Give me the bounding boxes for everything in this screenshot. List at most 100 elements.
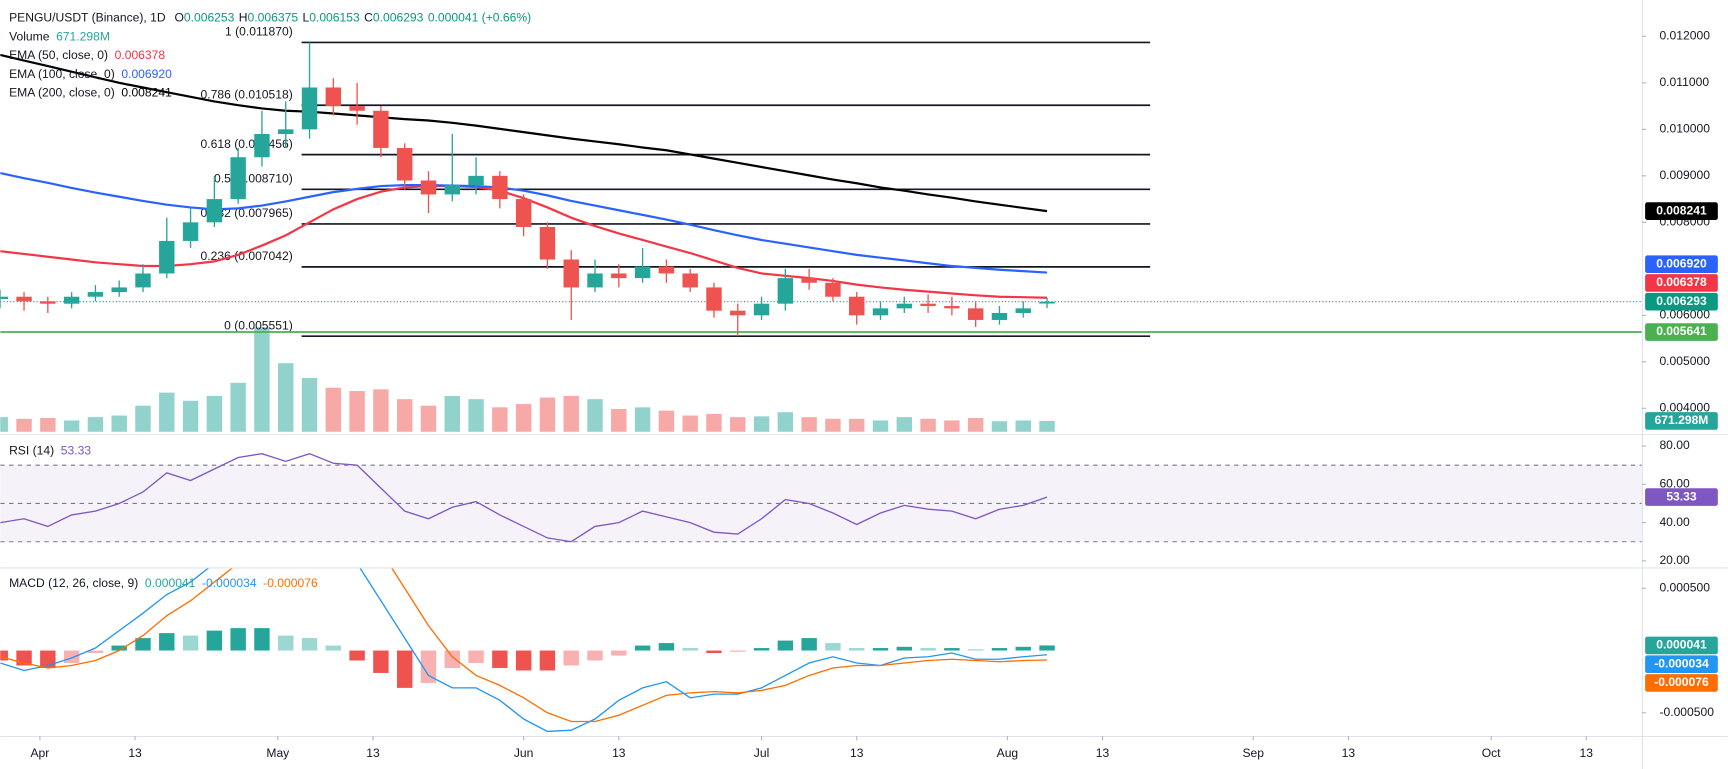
macd-histogram-bar bbox=[896, 646, 913, 651]
macd-histogram-bar bbox=[278, 635, 294, 651]
y-tick-label: 0.006000 bbox=[1659, 308, 1710, 322]
volume-bar bbox=[111, 415, 127, 432]
x-tick-label: 13 bbox=[366, 746, 380, 760]
candle-body bbox=[825, 282, 841, 297]
macd-histogram-bar bbox=[420, 650, 437, 683]
candle-body bbox=[706, 287, 722, 311]
fib-label: 1 (0.011870) bbox=[225, 25, 293, 39]
legend-entry: EMA (200, close, 0) 0.008241 bbox=[9, 86, 172, 100]
candle-body bbox=[563, 259, 579, 288]
legend-entry: EMA (50, close, 0) 0.006378 bbox=[9, 48, 165, 62]
volume-bar bbox=[444, 395, 460, 432]
candle-body bbox=[777, 278, 794, 304]
legend-value: -0.000076 bbox=[263, 576, 318, 590]
macd-histogram-bar bbox=[63, 650, 80, 663]
volume-bar bbox=[182, 400, 199, 432]
candle-body bbox=[40, 301, 56, 304]
macd-histogram-bar bbox=[492, 650, 508, 668]
macd-histogram-bar bbox=[468, 650, 484, 663]
volume-bar bbox=[991, 421, 1008, 432]
volume-bar bbox=[920, 418, 936, 432]
y-tick-label: 60.00 bbox=[1659, 477, 1690, 491]
macd-badge-label: -0.000076 bbox=[1654, 675, 1709, 689]
volume-bar bbox=[515, 404, 532, 432]
macd-histogram-bar bbox=[254, 628, 270, 651]
x-tick-label: 13 bbox=[850, 746, 864, 760]
candle-body bbox=[0, 296, 8, 300]
legend-value: 53.33 bbox=[61, 444, 92, 458]
candle-body bbox=[801, 278, 817, 283]
macd-histogram-bar bbox=[301, 638, 318, 651]
macd-histogram-bar bbox=[944, 648, 960, 651]
candle-body bbox=[206, 199, 223, 223]
macd-histogram-bar bbox=[325, 645, 342, 651]
ohlc-key: L bbox=[302, 11, 309, 25]
legend-value: 0.008241 bbox=[121, 86, 172, 100]
macd-histogram-bar bbox=[611, 650, 627, 656]
volume-bar bbox=[753, 416, 770, 432]
macd-histogram-bar bbox=[135, 638, 151, 651]
candle-body bbox=[444, 185, 460, 195]
macd-histogram-bar bbox=[634, 645, 651, 651]
volume-bar bbox=[563, 395, 579, 432]
candle-body bbox=[396, 147, 413, 181]
candle-body bbox=[896, 303, 913, 309]
legend-name: RSI (14) bbox=[9, 444, 54, 458]
x-tick-label: Sep bbox=[1242, 746, 1264, 760]
volume-bar bbox=[944, 420, 960, 432]
volume-bar bbox=[206, 395, 223, 432]
price-badge bbox=[1645, 292, 1718, 311]
volume-badge bbox=[1645, 412, 1718, 430]
volume-bar bbox=[468, 399, 484, 432]
macd-histogram-bar bbox=[991, 648, 1008, 651]
rsi-badge bbox=[1645, 488, 1718, 506]
volume-bar bbox=[706, 413, 722, 432]
ema-line bbox=[0, 53, 1048, 213]
x-tick-label: Aug bbox=[997, 746, 1019, 760]
ohlc-key: C bbox=[364, 11, 373, 25]
candle-body bbox=[254, 133, 270, 158]
legend-name: MACD (12, 26, close, 9) bbox=[9, 576, 138, 590]
macd-line bbox=[0, 568, 1048, 733]
legend-name: EMA (50, close, 0) bbox=[9, 48, 108, 62]
macd-histogram-bar bbox=[801, 638, 817, 651]
legend-value: -0.000034 bbox=[202, 576, 257, 590]
legend-entry: MACD (12, 26, close, 9) 0.000041 -0.000034… bbox=[9, 576, 318, 590]
price-badge-label: 0.006293 bbox=[1656, 294, 1707, 308]
legend-value: 671.298M bbox=[56, 30, 110, 44]
macd-histogram-bar bbox=[373, 650, 389, 673]
ema-line bbox=[0, 171, 1048, 274]
candle-body bbox=[753, 303, 770, 316]
legend-entry: EMA (100, close, 0) 0.006920 bbox=[9, 67, 172, 81]
volume-bar bbox=[682, 415, 698, 432]
volume-bar bbox=[492, 407, 508, 432]
macd-histogram-bar bbox=[159, 633, 175, 651]
candle-body bbox=[658, 266, 675, 274]
symbol: PENGU/USDT (Binance), 1D bbox=[9, 11, 166, 25]
volume-bar bbox=[420, 405, 437, 432]
volume-bar bbox=[373, 389, 389, 432]
volume-bar bbox=[777, 412, 794, 432]
candle-body bbox=[301, 87, 318, 130]
volume-bar bbox=[587, 399, 603, 432]
candle-body bbox=[1015, 308, 1031, 313]
macd-pane bbox=[0, 568, 1055, 733]
volume-bar bbox=[278, 363, 294, 432]
candle-body bbox=[373, 110, 389, 148]
macd-histogram-bar bbox=[753, 648, 770, 651]
legend-name: EMA (100, close, 0) bbox=[9, 67, 115, 81]
candle-body bbox=[611, 273, 627, 279]
price-pane: 1 (0.011870) 0.786 (0.010518) 0.618 (0.009… bbox=[0, 25, 1642, 432]
ohlc-key: H bbox=[239, 11, 248, 25]
candle-body bbox=[920, 303, 936, 307]
candle-body bbox=[349, 106, 365, 111]
y-tick-label: 0.005000 bbox=[1659, 354, 1710, 368]
price-badge bbox=[1645, 255, 1718, 274]
volume-bar bbox=[254, 327, 270, 432]
candle-body bbox=[468, 175, 484, 186]
volume-bar bbox=[967, 417, 984, 432]
x-tick-label: Apr bbox=[30, 746, 49, 760]
candle-body bbox=[87, 292, 104, 297]
rsi-pane bbox=[0, 452, 1642, 543]
